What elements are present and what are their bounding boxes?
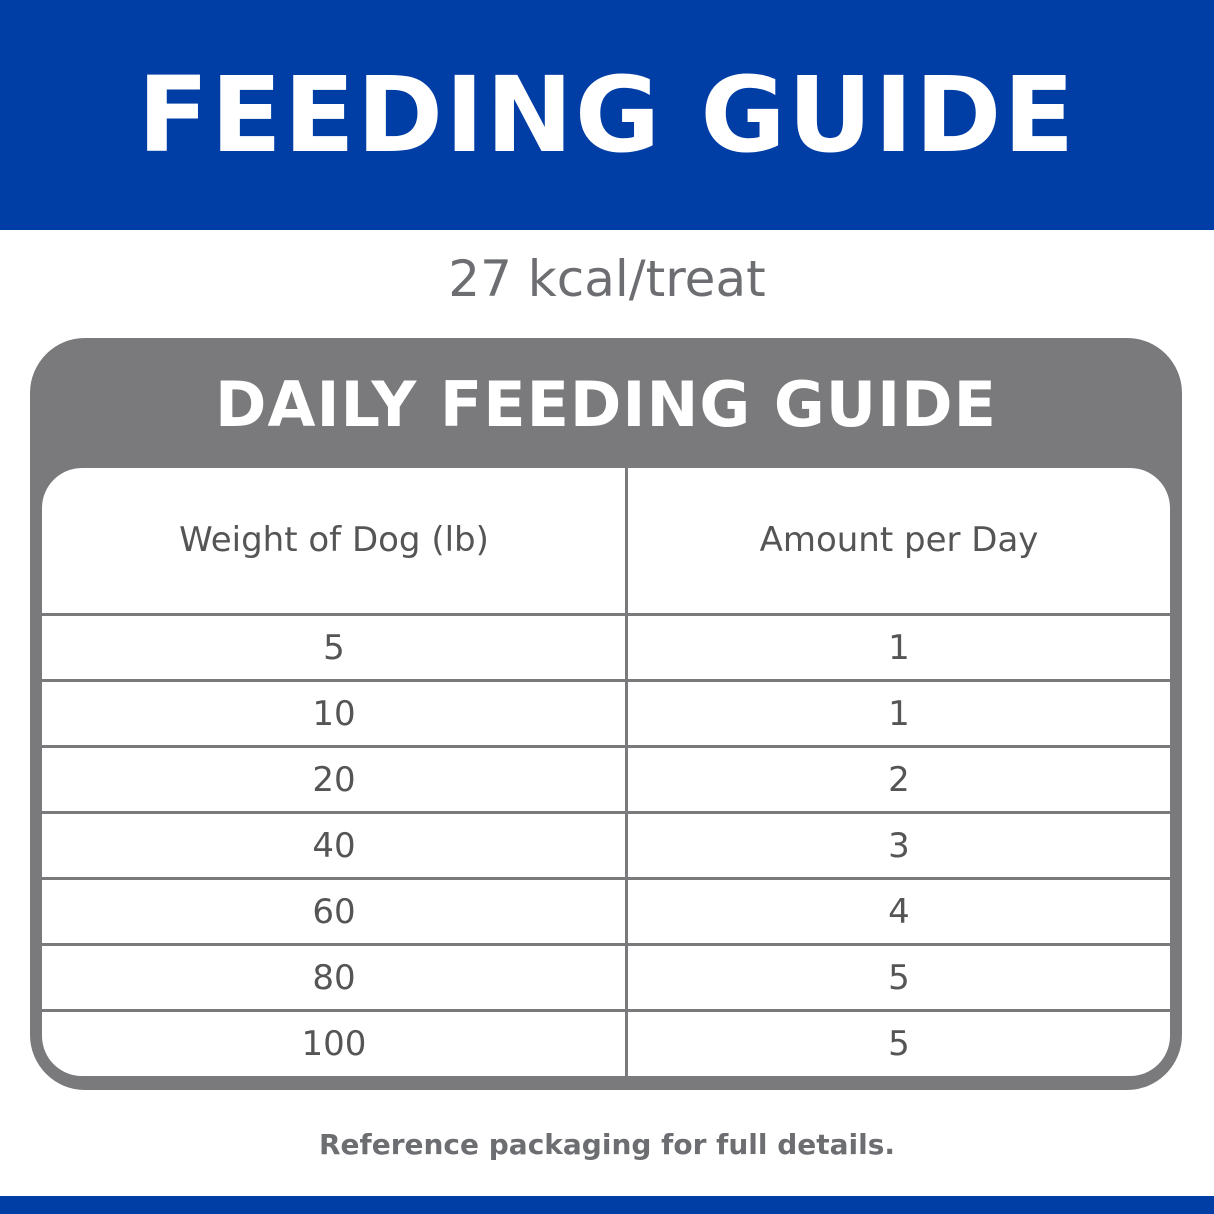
table-row: 40 3 bbox=[42, 811, 1170, 877]
table-cell: 60 bbox=[312, 892, 356, 932]
table-cell: 5 bbox=[323, 628, 345, 668]
header-title: FEEDING GUIDE bbox=[0, 0, 1214, 230]
table-cell: 10 bbox=[312, 694, 356, 734]
table-row: 80 5 bbox=[42, 943, 1170, 1009]
table-cell: 40 bbox=[312, 826, 356, 866]
table-row: 20 2 bbox=[42, 745, 1170, 811]
table-cell: 2 bbox=[888, 760, 910, 800]
column-header: Weight of Dog (lb) bbox=[179, 520, 489, 560]
table-cell: 5 bbox=[888, 1024, 910, 1064]
table: Weight of Dog (lb) Amount per Day 5 1 10 1 2… bbox=[42, 468, 1170, 1076]
table-cell: 4 bbox=[888, 892, 910, 932]
table-cell: 3 bbox=[888, 826, 910, 866]
table-cell: 1 bbox=[888, 628, 910, 668]
table-cell: 20 bbox=[312, 760, 356, 800]
table-cell: 1 bbox=[888, 694, 910, 734]
table-box: DAILY FEEDING GUIDE Weight of Dog (lb) A… bbox=[30, 338, 1182, 1090]
table-row: 60 4 bbox=[42, 877, 1170, 943]
table-cell: 80 bbox=[312, 958, 356, 998]
subtitle: 27 kcal/treat bbox=[448, 250, 766, 308]
bottom-bar bbox=[0, 1196, 1214, 1214]
table-row: 100 5 bbox=[42, 1009, 1170, 1075]
table-row: 10 1 bbox=[42, 679, 1170, 745]
table-cell: 5 bbox=[888, 958, 910, 998]
table-title: DAILY FEEDING GUIDE bbox=[215, 368, 997, 441]
divider bbox=[625, 468, 628, 1076]
column-header: Amount per Day bbox=[759, 520, 1039, 560]
table-cell: 100 bbox=[301, 1024, 367, 1064]
footnote: Reference packaging for full details. bbox=[318, 1128, 896, 1161]
